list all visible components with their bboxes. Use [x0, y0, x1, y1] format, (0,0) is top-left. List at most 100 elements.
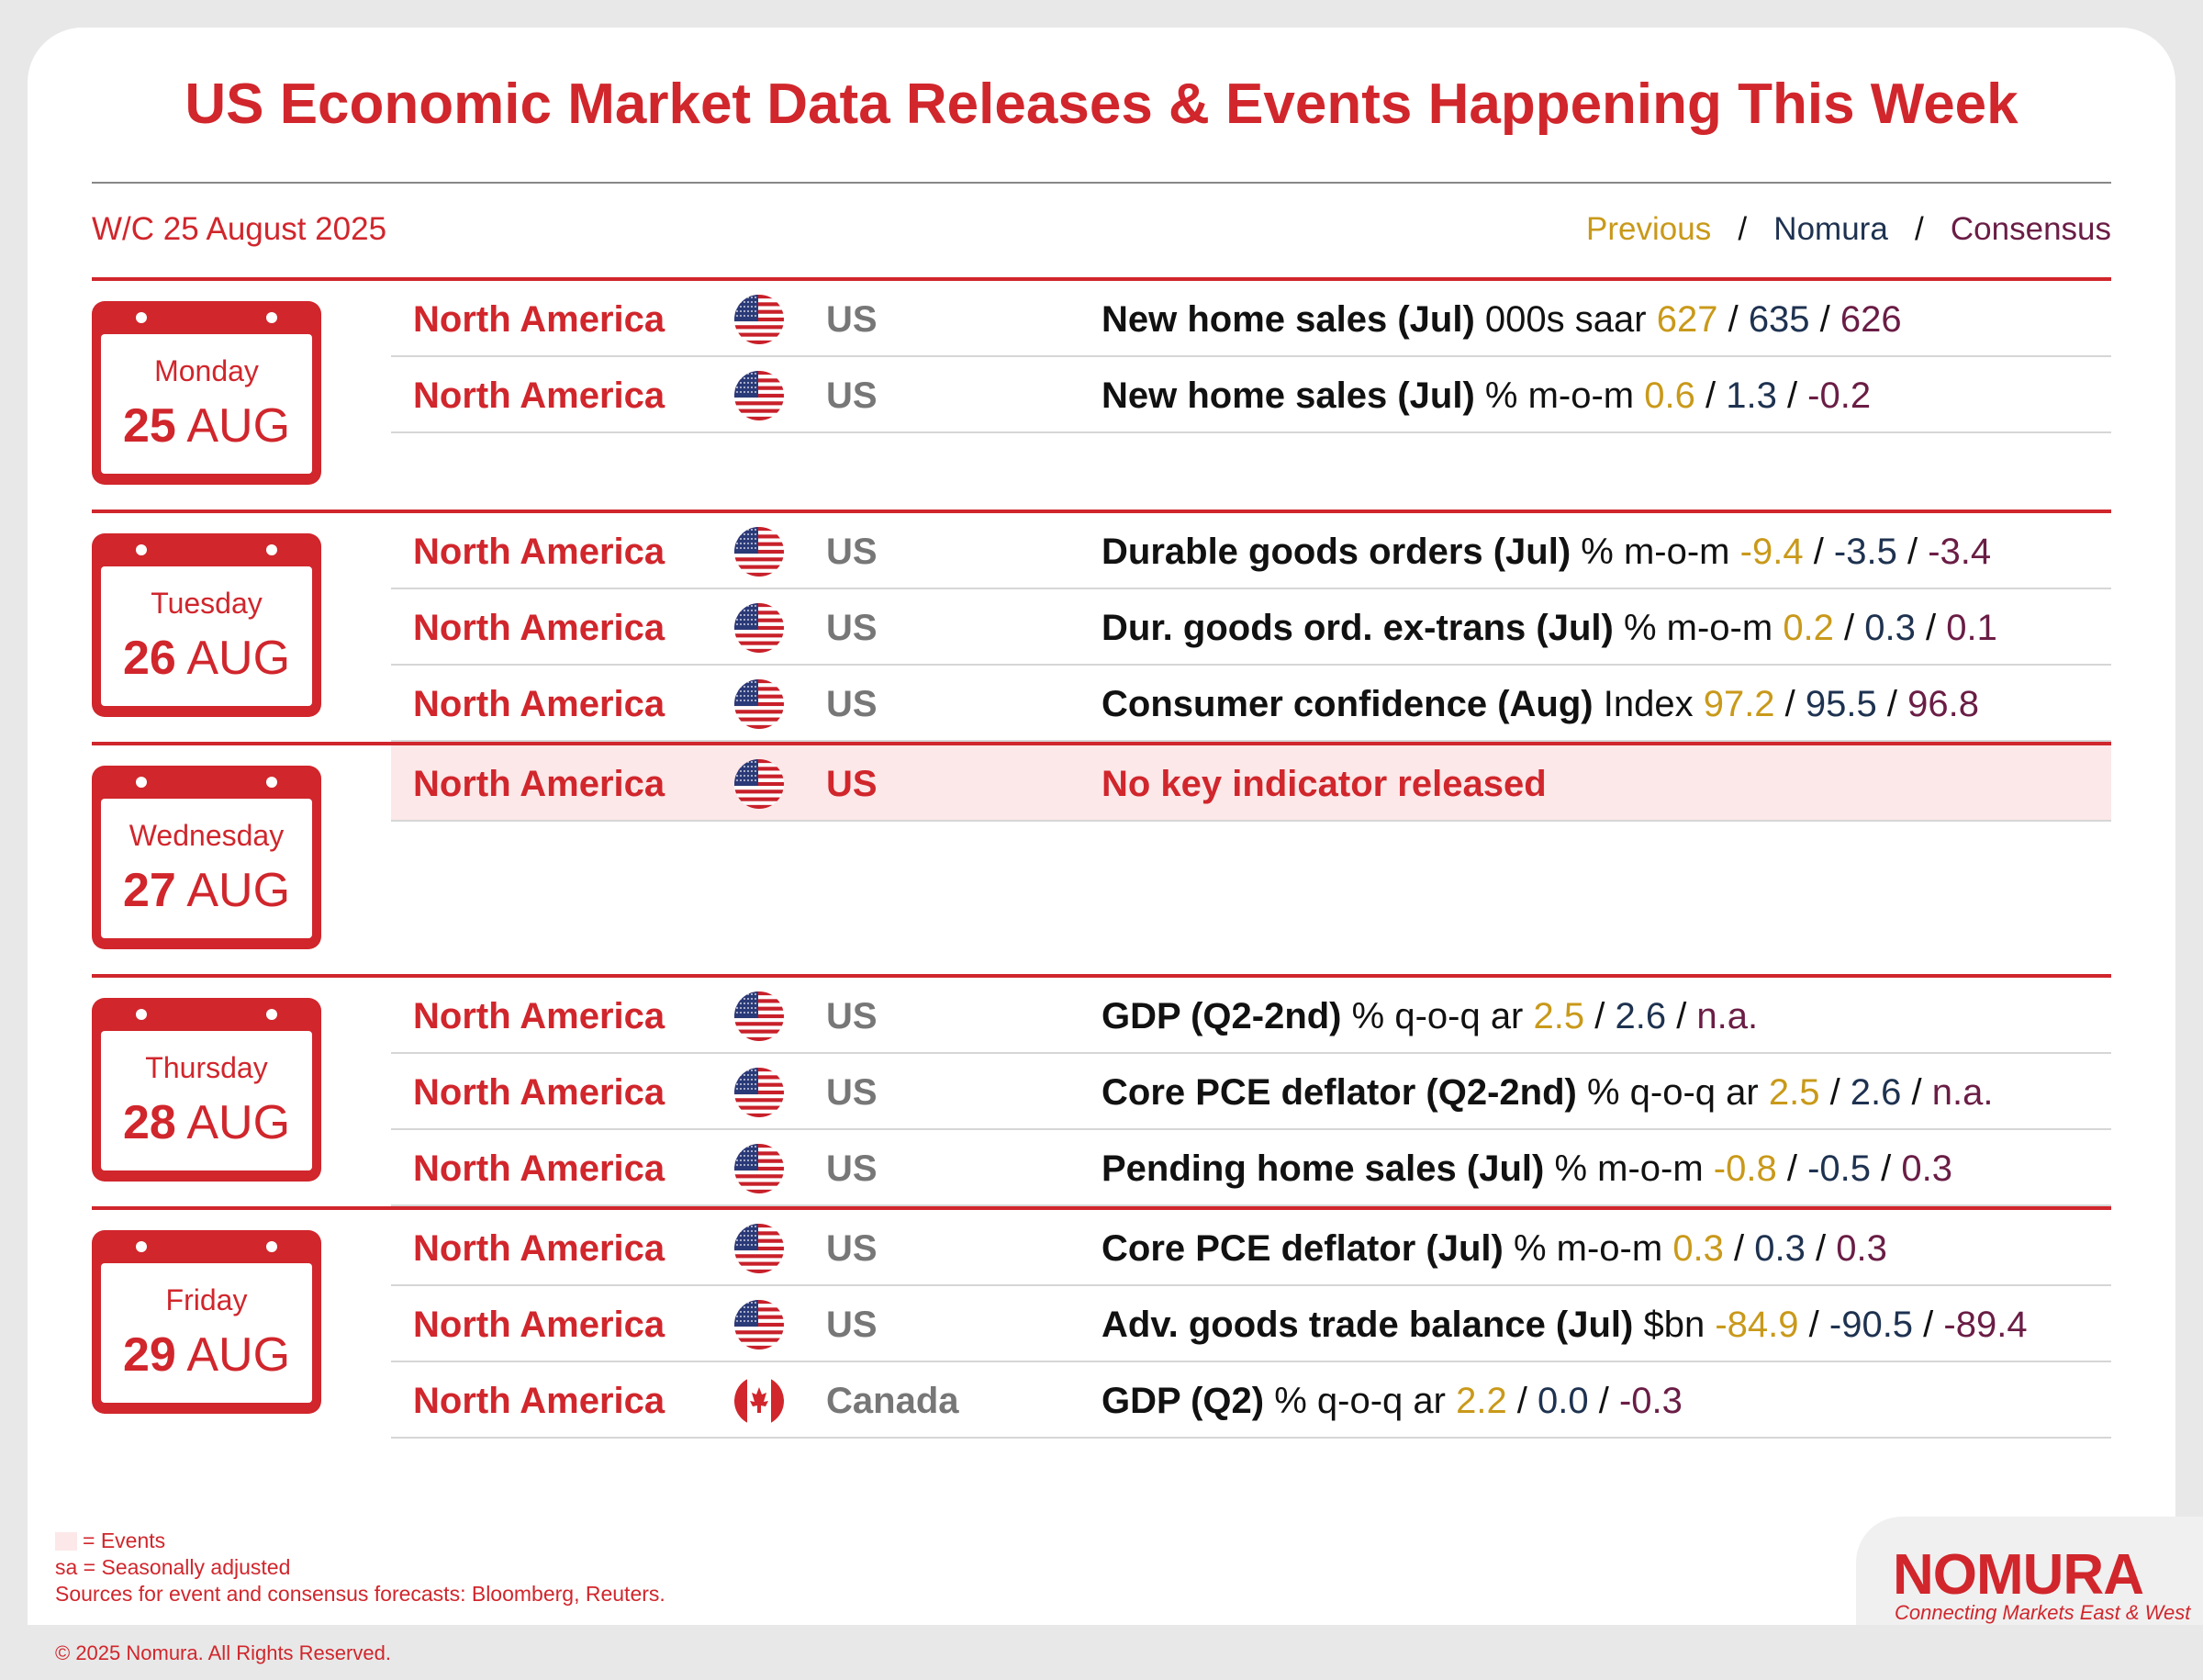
title-divider [92, 182, 2111, 184]
indicator-line: Core PCE deflator (Q2-2nd) % q-o-q ar 2.… [1102, 1072, 1994, 1113]
release-row: North America US Consumer confidence (Aug)… [391, 666, 2111, 742]
nomura-forecast: 635 [1748, 299, 1810, 340]
indicator-line: GDP (Q2-2nd) % q-o-q ar 2.5 / 2.6 / n.a. [1102, 996, 1759, 1036]
consensus-forecast: -89.4 [1943, 1305, 2028, 1345]
indicator-line: Durable goods orders (Jul) % m-o-m -9.4 … [1102, 532, 1992, 572]
region-label: North America [413, 1228, 665, 1269]
us-flag-icon [734, 1144, 784, 1193]
indicator-unit: % m-o-m [1554, 1148, 1704, 1189]
calendar-weekday: Tuesday [151, 587, 263, 620]
nomura-forecast: -0.5 [1807, 1148, 1872, 1189]
indicator-name: Consumer confidence (Aug) [1102, 684, 1594, 724]
region-label: North America [413, 1381, 665, 1421]
calendar-ring [266, 777, 277, 788]
calendar-date: 27 AUG [122, 864, 291, 917]
consensus-forecast: 96.8 [1907, 684, 1979, 724]
canada-flag-icon [734, 1376, 784, 1426]
nomura-forecast: -3.5 [1833, 532, 1897, 572]
release-row: North America US Durable goods orders (Jul… [391, 513, 2111, 589]
day-block-friday: Friday 29 AUG North America US Core PCE defl… [92, 1206, 2111, 1439]
region-label: North America [413, 1072, 665, 1113]
consensus-forecast: 0.1 [1946, 608, 1997, 648]
calendar-weekday: Friday [165, 1283, 248, 1316]
consensus-forecast: -0.3 [1618, 1381, 1683, 1421]
previous-value: 627 [1656, 299, 1718, 340]
country-label: US [826, 375, 878, 416]
calendar-weekday: Thursday [145, 1051, 268, 1084]
consensus-forecast: -0.2 [1807, 375, 1872, 416]
indicator-name: Core PCE deflator (Jul) [1102, 1228, 1504, 1269]
us-flag-icon [734, 991, 784, 1041]
previous-value: 2.2 [1456, 1381, 1507, 1421]
indicator-line: Pending home sales (Jul) % m-o-m -0.8 / … [1102, 1148, 1952, 1189]
region-label: North America [413, 375, 665, 416]
release-row: North America US GDP (Q2-2nd) % q-o-q ar 2… [391, 978, 2111, 1054]
release-row: North America US Pending home sales (Jul) … [391, 1130, 2111, 1206]
country-label: US [826, 1148, 878, 1189]
calendar-ring [266, 1009, 277, 1020]
content-card [28, 28, 2175, 1625]
calendar-ring [136, 312, 147, 323]
country-label: US [826, 996, 878, 1036]
nomura-forecast: 1.3 [1726, 375, 1777, 416]
indicator-name: Durable goods orders (Jul) [1102, 532, 1571, 572]
logo-tagline: Connecting Markets East & West [1895, 1601, 2191, 1624]
indicator-name: GDP (Q2-2nd) [1102, 996, 1342, 1036]
release-row: North America US Core PCE deflator (Jul) %… [391, 1210, 2111, 1286]
nomura-forecast: 0.3 [1864, 608, 1916, 648]
consensus-forecast: -3.4 [1928, 532, 1992, 572]
us-flag-icon [734, 295, 784, 344]
indicator-name: Adv. goods trade balance (Jul) [1102, 1305, 1634, 1345]
footnote-sa: sa = Seasonally adjusted [55, 1555, 291, 1579]
nomura-forecast: 0.3 [1754, 1228, 1806, 1269]
footnote-sources: Sources for event and consensus forecast… [55, 1582, 665, 1606]
us-flag-icon [734, 1300, 784, 1350]
calendar-date: 26 AUG [122, 632, 291, 685]
nomura-logo: NOMURA [1893, 1543, 2144, 1607]
consensus-forecast: 0.3 [1901, 1148, 1952, 1189]
country-label: Canada [826, 1381, 959, 1421]
calendar-date: 28 AUG [122, 1096, 291, 1149]
indicator-unit: $bn [1643, 1305, 1705, 1345]
region-label: North America [413, 764, 665, 804]
calendar-ring [136, 1241, 147, 1252]
country-label: US [826, 299, 878, 340]
legend-consensus: Consensus [1950, 211, 2111, 247]
release-row: North America US Core PCE deflator (Q2-2nd… [391, 1054, 2111, 1130]
indicator-name: Core PCE deflator (Q2-2nd) [1102, 1072, 1577, 1113]
event-swatch [55, 1532, 77, 1551]
indicator-line: New home sales (Jul) 000s saar 627 / 635… [1102, 299, 1902, 340]
calendar-date: 29 AUG [122, 1328, 291, 1382]
day-block-monday: Monday 25 AUG North America US New home sale… [92, 277, 2111, 510]
indicator-line: Core PCE deflator (Jul) % m-o-m 0.3 / 0.… [1102, 1228, 1887, 1269]
indicator-unit: Index [1603, 684, 1694, 724]
legend-nomura: Nomura [1773, 211, 1888, 247]
consensus-forecast: 0.3 [1836, 1228, 1887, 1269]
region-label: North America [413, 996, 665, 1036]
calendar-icon: Thursday 28 AUG [92, 998, 321, 1182]
copyright: © 2025 Nomura. All Rights Reserved. [55, 1641, 391, 1664]
indicator-name: Dur. goods ord. ex-trans (Jul) [1102, 608, 1614, 648]
calendar-ring [266, 1241, 277, 1252]
event-text: No key indicator released [1102, 764, 1547, 804]
nomura-forecast: 0.0 [1538, 1381, 1589, 1421]
us-flag-icon [734, 679, 784, 729]
previous-value: -0.8 [1713, 1148, 1777, 1189]
country-label: US [826, 1228, 878, 1269]
indicator-unit: % m-o-m [1581, 532, 1730, 572]
event-row: North America US No key indicator released [391, 745, 2111, 822]
calendar-weekday: Wednesday [129, 819, 285, 852]
country-label: US [826, 1305, 878, 1345]
legend-separator: / [1914, 211, 1924, 247]
nomura-forecast: 2.6 [1850, 1072, 1902, 1113]
calendar-icon: Friday 29 AUG [92, 1230, 321, 1414]
calendar-ring [266, 312, 277, 323]
calendar-weekday: Monday [154, 354, 259, 387]
indicator-name: New home sales (Jul) [1102, 299, 1475, 340]
us-flag-icon [734, 1068, 784, 1117]
indicator-unit: % m-o-m [1484, 375, 1635, 416]
consensus-forecast: n.a. [1696, 996, 1759, 1036]
region-label: North America [413, 684, 665, 724]
day-block-wednesday: Wednesday 27 AUG North America US No key ind… [92, 742, 2111, 974]
day-block-thursday: Thursday 28 AUG North America US GDP (Q2-2nd… [92, 974, 2111, 1206]
